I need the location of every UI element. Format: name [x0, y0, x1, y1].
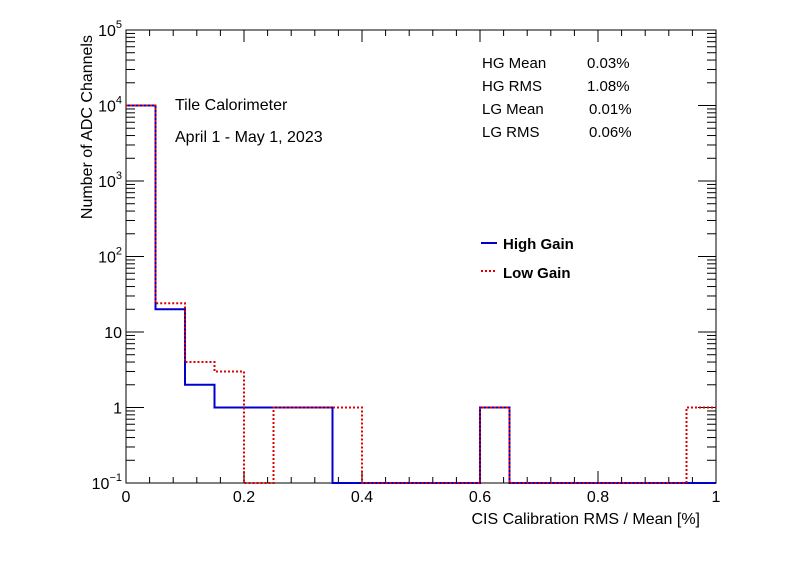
y-tick-label: 102 — [98, 246, 122, 267]
x-tick-label: 0.8 — [587, 489, 609, 506]
stat-label: HG Mean — [482, 55, 546, 72]
stat-label: LG RMS — [482, 124, 540, 141]
x-axis-ticks — [125, 30, 717, 483]
stat-label: LG Mean — [482, 101, 544, 118]
stat-value: 0.01% — [589, 101, 632, 118]
stat-value: 0.06% — [589, 124, 632, 141]
series-low-gain — [126, 104, 716, 484]
series-high-gain — [126, 104, 716, 484]
y-tick-label: 103 — [98, 170, 122, 191]
x-tick-label: 0.6 — [469, 489, 491, 506]
x-tick-label: 1 — [712, 489, 721, 506]
y-tick-label: 105 — [98, 19, 122, 40]
y-tick-label: 10 — [104, 325, 122, 342]
annotation-date: April 1 - May 1, 2023 — [175, 129, 323, 146]
x-tick-label: 0 — [122, 489, 131, 506]
annotation-title: Tile Calorimeter — [175, 97, 288, 114]
y-tick-label: 10−1 — [92, 472, 122, 493]
legend-label-high-gain: High Gain — [503, 236, 574, 253]
y-axis-tick-labels: 10−1 1 10 102 103 104 105 — [92, 19, 122, 493]
x-axis-title: CIS Calibration RMS / Mean [%] — [471, 511, 700, 528]
x-tick-label: 0.4 — [351, 489, 373, 506]
stat-label: HG RMS — [482, 78, 542, 95]
legend: High Gain Low Gain — [481, 236, 574, 282]
x-axis-tick-labels: 0 0.2 0.4 0.6 0.8 1 — [122, 489, 721, 506]
x-tick-label: 0.2 — [233, 489, 255, 506]
y-tick-label: 104 — [98, 95, 122, 116]
series-layer — [126, 104, 716, 484]
y-axis-title: Number of ADC Channels — [79, 35, 96, 219]
stats-block: HG Mean 0.03% HG RMS 1.08% LG Mean 0.01%… — [482, 55, 632, 141]
stat-value: 0.03% — [587, 55, 630, 72]
stat-value: 1.08% — [587, 78, 630, 95]
legend-label-low-gain: Low Gain — [503, 265, 571, 282]
y-tick-label: 1 — [113, 401, 122, 418]
